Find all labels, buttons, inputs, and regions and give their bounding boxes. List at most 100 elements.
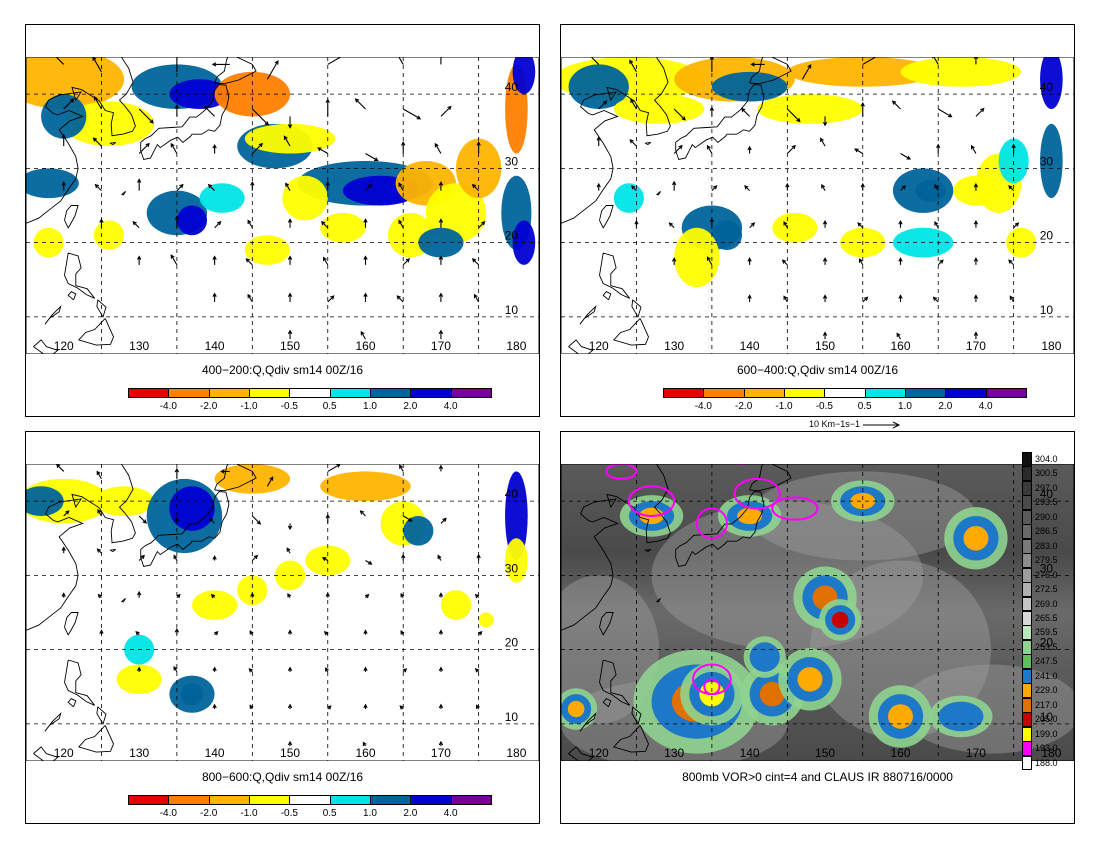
qdiv-contour — [1040, 123, 1063, 199]
wind-vector-head — [860, 102, 865, 107]
wind-vector — [56, 464, 65, 472]
ir-colorbar-swatch — [1022, 625, 1032, 641]
wind-vector — [247, 294, 253, 303]
qdiv-contour — [191, 590, 238, 620]
wind-vector-head — [287, 666, 293, 672]
ir-colorbar-swatch — [1022, 538, 1032, 554]
wind-vector-head — [634, 220, 639, 225]
wind-vector-head — [630, 185, 636, 190]
colorbar-swatch — [703, 388, 745, 398]
wind-vector-head — [672, 180, 677, 186]
wind-vector-head — [94, 183, 100, 189]
coastline-segment — [568, 339, 594, 354]
wind-vector-head — [325, 592, 330, 597]
wind-vector-head — [401, 553, 406, 559]
wind-vector-head — [96, 548, 101, 553]
wind-vector-head — [359, 510, 365, 515]
coastline-segment — [749, 57, 792, 85]
wind-vector — [97, 509, 102, 517]
wind-vector — [251, 143, 263, 154]
lon-label: 160 — [355, 746, 375, 760]
wind-vector-head — [287, 593, 292, 598]
wind-vector-head — [783, 221, 788, 226]
qdiv-shading — [561, 57, 1063, 288]
wind-vector-head — [208, 517, 214, 522]
wind-vector-head — [857, 222, 862, 227]
wind-vector-head — [898, 220, 903, 225]
wind-vector-head — [212, 703, 217, 709]
lon-label: 140 — [740, 746, 760, 760]
wind-vector — [786, 145, 796, 154]
wind-vector-head — [596, 136, 601, 141]
ir-colorbar-swatch — [1022, 697, 1032, 713]
wind-vector — [801, 64, 812, 80]
lon-label: 130 — [129, 339, 149, 353]
wind-vector — [138, 143, 150, 154]
ir-cell-core — [756, 648, 773, 666]
wind-vector — [327, 295, 335, 303]
qdiv-contour — [418, 227, 464, 258]
wind-vector-head — [396, 295, 401, 300]
lon-label: 180 — [506, 339, 526, 353]
wind-vector-head — [400, 593, 405, 598]
wind-vector-head — [287, 740, 293, 746]
wind-vector-head — [398, 219, 403, 225]
wind-vector-head — [747, 257, 752, 262]
ir-colorbar-swatch — [1022, 654, 1032, 670]
wind-vector — [673, 108, 686, 121]
wind-vector-head — [61, 181, 66, 186]
wind-vector-head — [668, 222, 674, 227]
wind-vector-head — [173, 666, 178, 671]
coastline-segment — [67, 698, 77, 708]
qdiv-contour — [237, 575, 268, 606]
qdiv-contour — [403, 515, 434, 546]
wind-vector-head — [744, 185, 749, 190]
ir-colorbar-label: 300.5 — [1035, 468, 1058, 479]
colorbar-label: -2.0 — [200, 401, 218, 412]
wind-vector-head — [973, 294, 979, 299]
colorbar-swatch — [128, 388, 170, 398]
wind-vector-head — [327, 705, 332, 710]
vorticity-contours — [605, 464, 819, 696]
wind-vector-head — [283, 135, 288, 140]
wind-vector — [323, 257, 329, 266]
wind-vector-head — [438, 703, 444, 709]
wind-vector-head — [438, 329, 444, 335]
coastline-segment — [579, 711, 597, 732]
wind-vector — [251, 108, 269, 126]
qdiv-contour — [456, 138, 502, 199]
coastline-segment — [561, 57, 671, 224]
wind-vector-head — [285, 182, 290, 187]
wind-vector-head — [99, 218, 104, 223]
coastline-segment — [612, 318, 649, 346]
colorbar-label: 1.0 — [898, 401, 912, 412]
ir-colorbar-swatch — [1022, 726, 1032, 742]
coastline-segment — [77, 725, 114, 753]
wind-vector — [629, 139, 637, 147]
wind-vector-head — [713, 185, 718, 190]
wind-vector-head — [93, 95, 98, 101]
wind-vector-head — [287, 629, 293, 634]
panel-title-p2: 600−400:Q,Qdiv sm14 00Z/16 — [736, 363, 899, 377]
wind-vector-head — [970, 144, 975, 150]
grid-lines — [561, 464, 1074, 761]
wind-vector — [327, 464, 341, 472]
lon-label: 160 — [355, 339, 375, 353]
ir-colorbar-label: 229.0 — [1035, 685, 1058, 696]
coastline-segment — [675, 491, 765, 568]
wind-vector-head — [973, 57, 979, 59]
wind-vector-head — [170, 142, 175, 148]
coastline-segment — [109, 141, 117, 145]
colorbar-swatch — [450, 795, 492, 805]
wind-vector-head — [629, 59, 634, 64]
wind-vector — [971, 145, 977, 154]
lat-label: 30 — [505, 561, 519, 575]
qdiv-contour — [505, 538, 528, 583]
qdiv-contour — [440, 590, 472, 620]
lon-label: 180 — [506, 746, 526, 760]
wind-vector-head — [325, 667, 329, 672]
lat-label: 20 — [505, 229, 519, 243]
wind-vector-head — [442, 517, 447, 522]
coastline-segment — [579, 304, 597, 325]
wind-vector-head — [325, 98, 330, 103]
